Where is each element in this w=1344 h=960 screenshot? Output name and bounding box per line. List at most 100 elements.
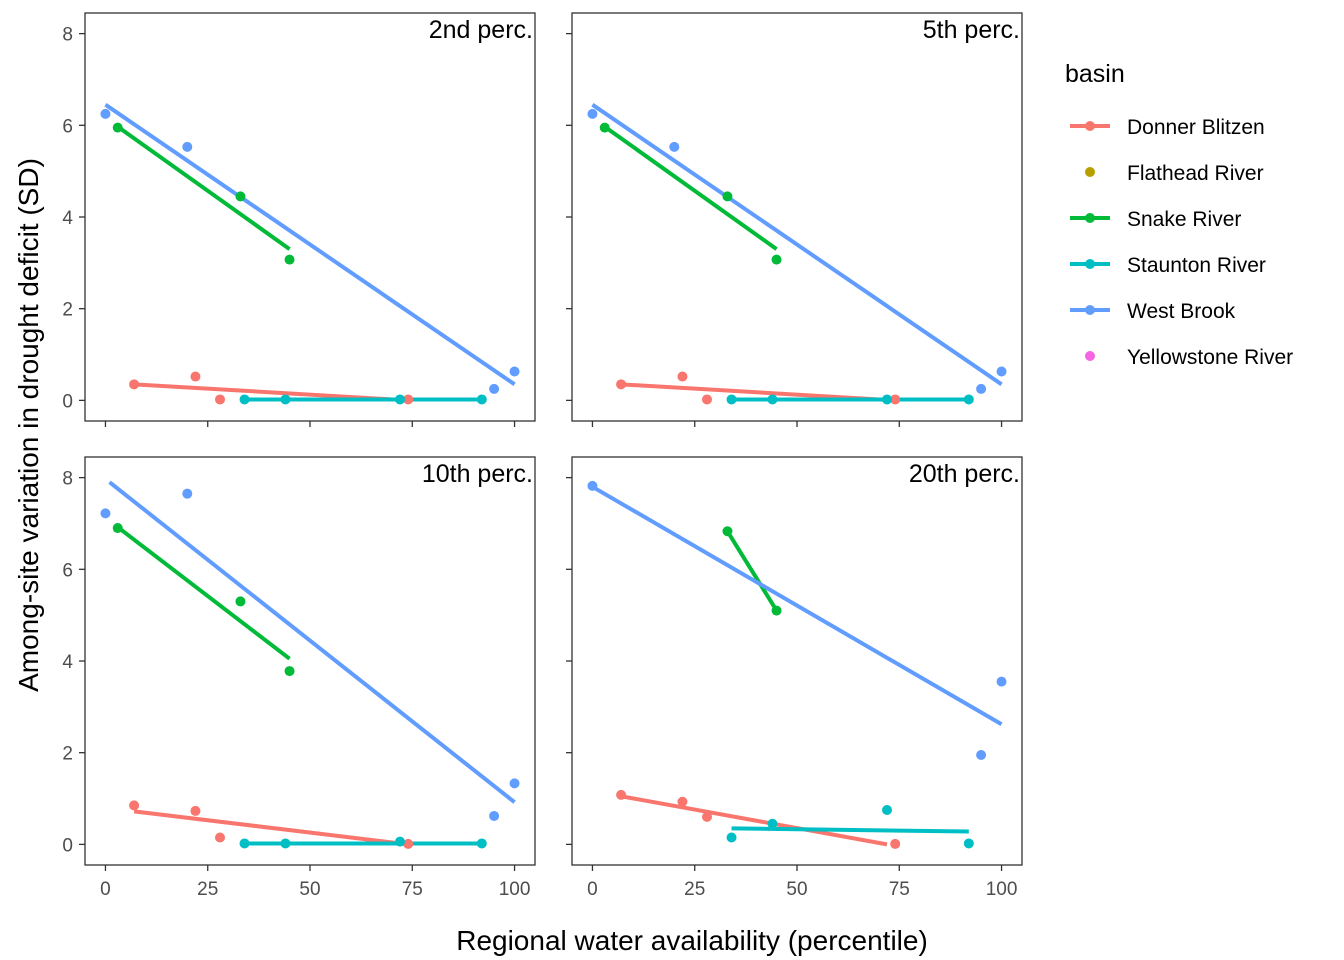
fit-line-snake-river	[603, 125, 778, 251]
legend-key-point	[1085, 167, 1095, 177]
legend-item-yellowstone-river: Yellowstone River	[1085, 346, 1293, 369]
panel-border	[84, 12, 536, 422]
point-staunton-river	[280, 838, 291, 849]
y-tick-label: 6	[62, 116, 73, 137]
point-snake-river	[599, 122, 610, 133]
point-donner-blitzen	[677, 796, 688, 807]
point-west-brook	[976, 749, 987, 760]
point-west-brook	[976, 383, 987, 394]
y-tick-label: 2	[62, 744, 73, 765]
facet-label: 10th perc.	[422, 460, 533, 488]
point-west-brook	[489, 810, 500, 821]
y-tick-label: 6	[62, 560, 73, 581]
point-donner-blitzen	[403, 394, 414, 405]
legend-item-snake-river: Snake River	[1070, 208, 1241, 231]
panel-4: 0 25 50 75 100 20th perc.	[566, 456, 1023, 900]
point-west-brook	[587, 108, 598, 119]
legend-label: West Brook	[1127, 300, 1236, 323]
point-snake-river	[771, 254, 782, 265]
legend-item-flathead-river: Flathead River	[1085, 162, 1264, 185]
point-donner-blitzen	[890, 838, 901, 849]
point-staunton-river	[882, 804, 892, 815]
x-tick-label: 100	[986, 879, 1018, 900]
y-tick-label: 4	[62, 208, 73, 229]
point-staunton-river	[767, 818, 778, 829]
panel-border	[571, 456, 1023, 866]
point-snake-river	[722, 526, 733, 537]
legend-key-point	[1085, 351, 1095, 361]
facet-label: 5th perc.	[923, 16, 1020, 44]
point-staunton-river	[476, 838, 487, 849]
x-tick-label: 25	[684, 879, 705, 900]
legend-item-west-brook: West Brook	[1070, 300, 1236, 323]
legend-key-point	[1085, 121, 1095, 131]
point-donner-blitzen	[190, 371, 201, 382]
point-snake-river	[722, 191, 733, 202]
x-tick-label: 50	[299, 879, 320, 900]
x-tick-label: 75	[889, 879, 910, 900]
x-tick-label: 0	[100, 879, 111, 900]
fit-line-west-brook	[104, 103, 516, 386]
point-staunton-river	[476, 394, 487, 405]
legend-label: Staunton River	[1127, 254, 1266, 277]
point-snake-river	[235, 596, 246, 607]
point-donner-blitzen	[890, 394, 901, 405]
point-donner-blitzen	[215, 394, 225, 405]
point-staunton-river	[395, 836, 405, 847]
point-snake-river	[284, 666, 295, 677]
point-donner-blitzen	[616, 789, 627, 800]
point-west-brook	[996, 366, 1007, 377]
point-staunton-river	[280, 394, 291, 405]
point-west-brook	[489, 383, 500, 394]
point-donner-blitzen	[129, 800, 140, 811]
fit-line-snake-river	[116, 525, 291, 661]
legend-key-point	[1085, 305, 1095, 315]
fit-line-snake-river	[725, 530, 779, 612]
y-tick-label: 8	[62, 25, 73, 46]
point-snake-river	[112, 122, 123, 133]
x-tick-label: 0	[587, 879, 598, 900]
legend-title: basin	[1065, 60, 1125, 88]
point-donner-blitzen	[190, 805, 201, 816]
panel-1: 0 2 4 6 8 2nd perc.	[62, 12, 536, 427]
legend-label: Flathead River	[1127, 162, 1264, 185]
x-tick-label: 50	[786, 879, 807, 900]
facet-label: 20th perc.	[909, 460, 1020, 488]
y-tick-label: 2	[62, 300, 73, 321]
point-west-brook	[100, 508, 111, 519]
point-donner-blitzen	[702, 811, 712, 822]
y-tick-label: 0	[62, 391, 73, 412]
legend-key-point	[1085, 259, 1095, 269]
x-tick-label: 25	[197, 879, 218, 900]
point-staunton-river	[882, 394, 892, 405]
fit-line-staunton-river	[731, 826, 969, 834]
legend-item-staunton-river: Staunton River	[1070, 254, 1266, 277]
point-staunton-river	[239, 838, 250, 849]
point-west-brook	[182, 141, 193, 152]
point-snake-river	[284, 254, 295, 265]
point-donner-blitzen	[403, 838, 414, 849]
point-west-brook	[669, 141, 680, 152]
legend-item-donner-blitzen: Donner Blitzen	[1070, 116, 1265, 139]
point-staunton-river	[726, 832, 737, 843]
point-staunton-river	[767, 394, 778, 405]
y-axis-title: Among-site variation in drought deficit …	[13, 158, 44, 692]
point-west-brook	[587, 480, 598, 491]
fit-line-snake-river	[116, 125, 291, 251]
point-west-brook	[509, 366, 520, 377]
panels: 0 2 4 6 8 2nd perc. 5th perc. 0 2 4 6 8 0 25 50 75 100 10…	[62, 12, 1023, 900]
point-donner-blitzen	[702, 394, 712, 405]
point-staunton-river	[963, 394, 974, 405]
panel-3: 0 2 4 6 8 0 25 50 75 100 10th perc.	[62, 456, 536, 900]
legend-label: Snake River	[1127, 208, 1241, 231]
point-donner-blitzen	[129, 379, 140, 390]
point-snake-river	[112, 523, 123, 534]
point-snake-river	[771, 605, 782, 616]
legend-label: Yellowstone River	[1127, 346, 1293, 369]
legend: basin Donner Blitzen Flathead River Snake …	[1065, 60, 1293, 369]
y-tick-label: 4	[62, 652, 73, 673]
point-west-brook	[996, 676, 1007, 687]
point-staunton-river	[395, 394, 405, 405]
point-donner-blitzen	[677, 371, 688, 382]
